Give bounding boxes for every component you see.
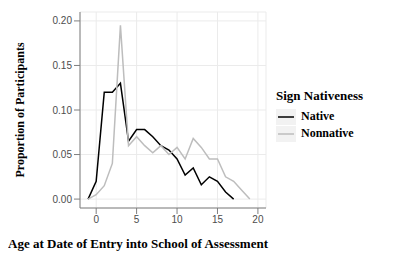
svg-text:Proportion of Participants: Proportion of Participants bbox=[13, 42, 27, 177]
svg-text:10: 10 bbox=[171, 214, 183, 225]
svg-text:5: 5 bbox=[134, 214, 140, 225]
svg-text:0: 0 bbox=[93, 214, 99, 225]
svg-text:15: 15 bbox=[212, 214, 224, 225]
svg-text:0.05: 0.05 bbox=[53, 149, 73, 160]
svg-text:0.15: 0.15 bbox=[53, 60, 73, 71]
svg-text:0.20: 0.20 bbox=[53, 15, 73, 26]
html-text:Nonnative: Nonnative bbox=[301, 126, 354, 140]
svg-text:0.00: 0.00 bbox=[53, 194, 73, 205]
html-text:Sign Nativeness: Sign Nativeness bbox=[276, 88, 363, 103]
html-text:Age at Date of Entry into Scho: Age at Date of Entry into School of Asse… bbox=[8, 236, 268, 251]
html-text:Native: Native bbox=[301, 109, 335, 123]
svg-text:20: 20 bbox=[252, 214, 264, 225]
svg-text:0.10: 0.10 bbox=[53, 105, 73, 116]
